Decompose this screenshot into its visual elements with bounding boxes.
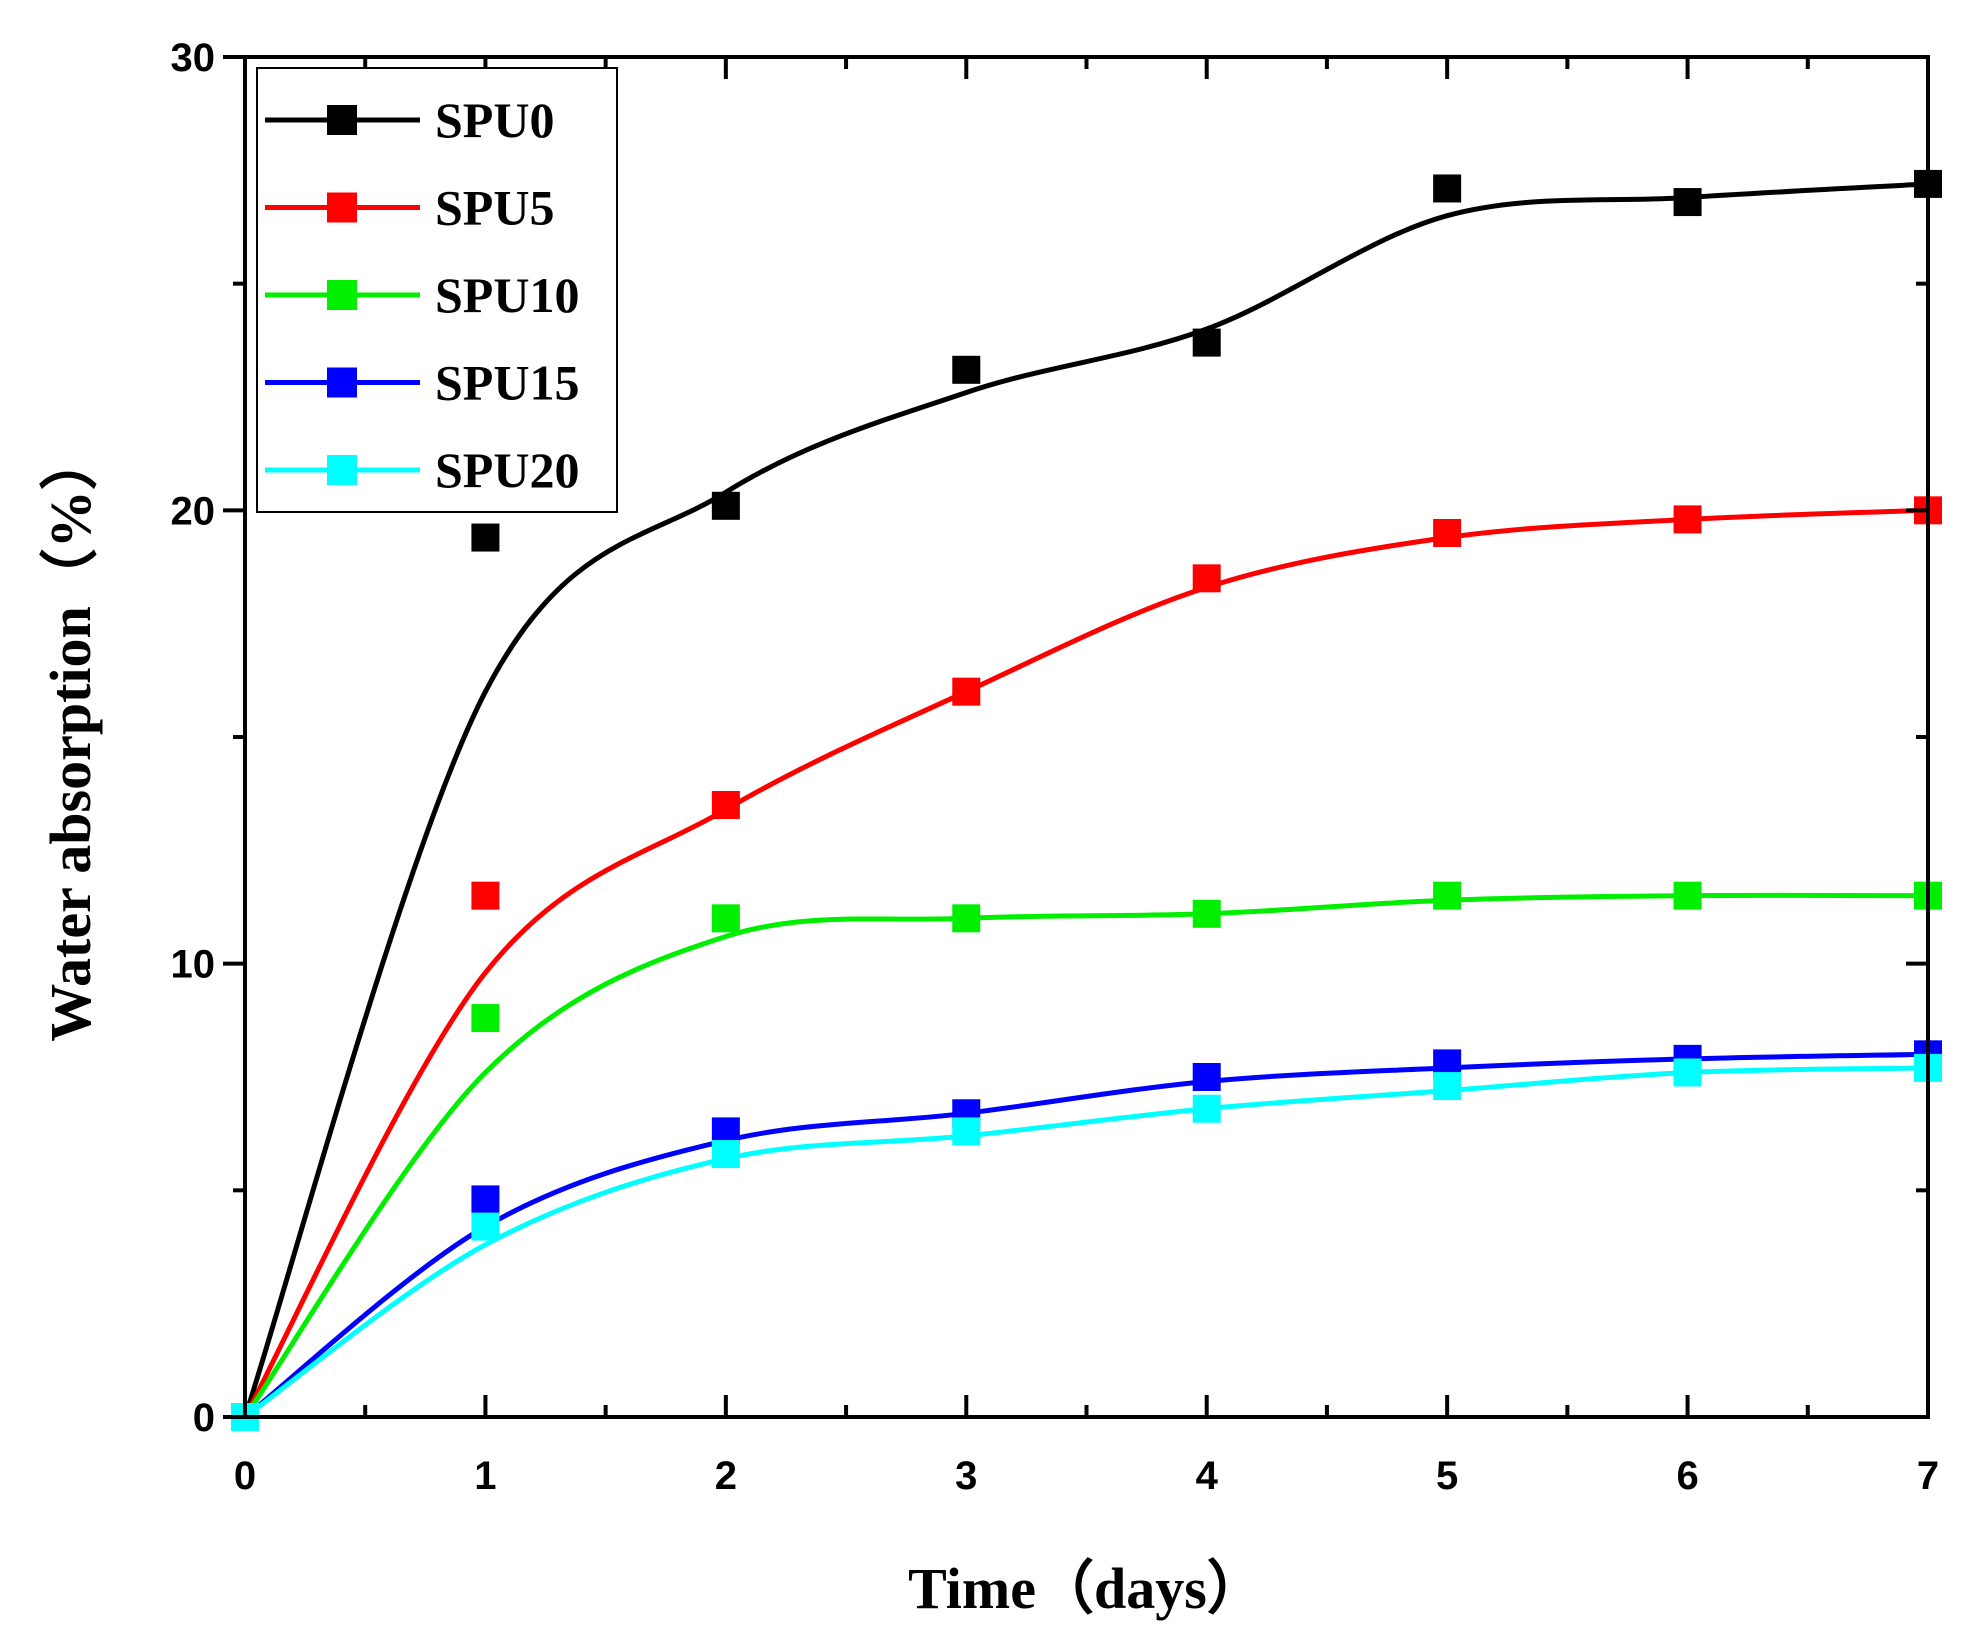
data-point-spu0 [1192,328,1221,357]
data-point-spu5 [1192,564,1221,593]
series-line-spu0 [242,181,1931,1420]
x-tick-label: 1 [474,1454,496,1498]
x-tick-label: 3 [955,1454,977,1498]
x-axis-title: Time（days） [908,1556,1265,1621]
legend-box [256,67,618,513]
data-point-spu20 [711,1140,740,1169]
x-tick-label: 0 [234,1454,256,1498]
data-point-spu20 [952,1117,981,1146]
legend-marker-spu5 [327,192,357,223]
data-point-spu15 [471,1185,500,1214]
y-axis-title: Water absorption（%） [38,432,103,1042]
data-point-spu10 [471,1004,500,1033]
x-tick-label: 5 [1436,1454,1458,1498]
data-point-spu20 [1673,1058,1702,1087]
data-point-spu15 [1192,1063,1221,1091]
tick-labels: 0 1 2 3 4 5 6 7 0 10 20 30 [171,36,1940,1498]
legend-label-spu0: SPU0 [435,92,554,148]
data-point-spu0 [1433,174,1462,203]
data-point-spu5 [952,677,981,706]
axis-ticks [223,55,1930,1419]
y-tick-label: 20 [171,489,216,533]
series-line-spu20 [242,1065,1931,1420]
data-point-spu0 [711,491,740,520]
legend-marker-spu15 [327,367,357,398]
legend: SPU0 SPU5 SPU10 SPU15 SPU20 [256,67,618,513]
legend-marker-spu10 [327,280,357,310]
legend-label-spu5: SPU5 [435,180,554,236]
data-point-spu5 [1673,505,1702,534]
y-tick-label: 0 [193,1396,215,1440]
data-point-spu10 [1673,881,1702,910]
data-point-spu0 [952,355,981,384]
data-point-spu0 [471,523,500,552]
legend-label-spu15: SPU15 [435,355,579,411]
x-tick-label: 2 [715,1454,737,1498]
legend-marker-spu20 [327,455,357,485]
data-point-spu5 [1433,519,1462,547]
data-point-spu20 [1433,1072,1462,1101]
data-point-spu20 [1192,1094,1221,1123]
legend-label-spu20: SPU20 [435,442,579,498]
data-point-spu20 [471,1212,500,1241]
data-point-spu10 [711,904,740,933]
data-markers [231,169,1942,1431]
data-point-spu10 [1192,899,1221,928]
legend-marker-spu0 [327,105,357,135]
x-tick-label: 4 [1196,1454,1219,1498]
series-line-spu10 [242,892,1931,1420]
x-tick-label: 6 [1676,1454,1698,1498]
series-line-spu5 [242,507,1931,1420]
y-tick-label: 30 [171,36,216,80]
data-point-spu5 [711,791,740,819]
x-tick-label: 7 [1917,1454,1939,1498]
y-tick-label: 10 [171,943,216,987]
legend-label-spu10: SPU10 [435,267,579,323]
data-point-spu10 [952,904,981,933]
data-point-spu10 [1433,881,1462,910]
data-point-spu5 [471,881,500,910]
data-point-spu0 [1673,188,1702,217]
